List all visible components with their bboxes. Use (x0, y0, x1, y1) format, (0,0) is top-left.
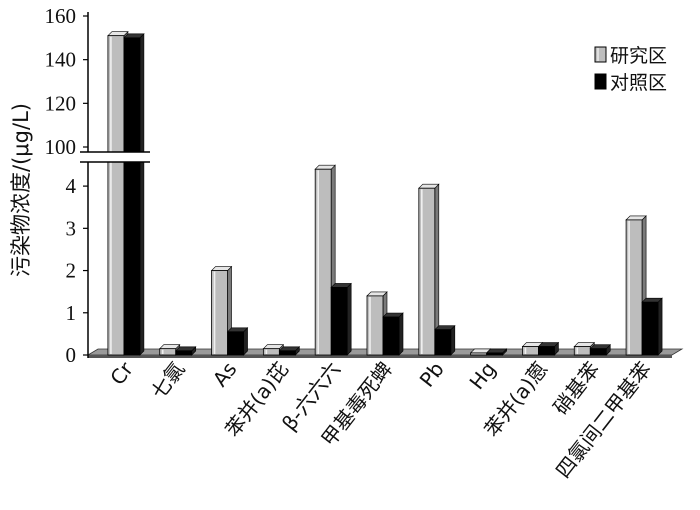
bar-control-9 (589, 343, 611, 356)
axis-break-gap (80, 152, 150, 162)
y-tick-label: 140 (45, 48, 77, 72)
y-tick-label: 4 (66, 174, 77, 198)
y-tick-label: 0 (66, 343, 77, 367)
bar-control-8 (537, 341, 560, 356)
y-axis-label: 污染物浓度/(μg/L) (9, 103, 33, 277)
x-tick-label: As (208, 357, 242, 391)
x-tick-label: Pb (415, 357, 449, 391)
legend-label-study: 研究区 (610, 45, 667, 67)
bar-control-5 (382, 312, 404, 356)
y-tick-label: 3 (66, 216, 77, 240)
y-tick-label: 100 (45, 135, 77, 159)
bar-study-2 (210, 265, 233, 356)
bar-control-0 (123, 33, 145, 356)
chart-floor-edge (88, 355, 672, 358)
bar-control-4 (330, 282, 352, 356)
y-tick-label: 1 (66, 301, 77, 325)
bar-control-7 (485, 348, 508, 356)
y-tick-label: 2 (66, 259, 77, 283)
legend-swatch-control (594, 73, 607, 90)
bar-control-3 (278, 346, 301, 356)
bar-study-3 (262, 343, 285, 356)
bar-control-6 (434, 324, 456, 356)
legend-label-control: 对照区 (610, 72, 667, 94)
bar-control-1 (175, 346, 197, 356)
bar-control-2 (226, 327, 249, 356)
x-tick-label: Hg (465, 357, 501, 394)
x-tick-label: Cr (105, 357, 138, 390)
legend-swatch-study (594, 46, 607, 63)
y-tick-label: 160 (45, 4, 77, 28)
bar-study-4 (314, 164, 336, 356)
x-tick-label: 七氯 (146, 357, 190, 403)
bar-control-10 (641, 297, 663, 356)
y-tick-label: 120 (45, 91, 77, 115)
